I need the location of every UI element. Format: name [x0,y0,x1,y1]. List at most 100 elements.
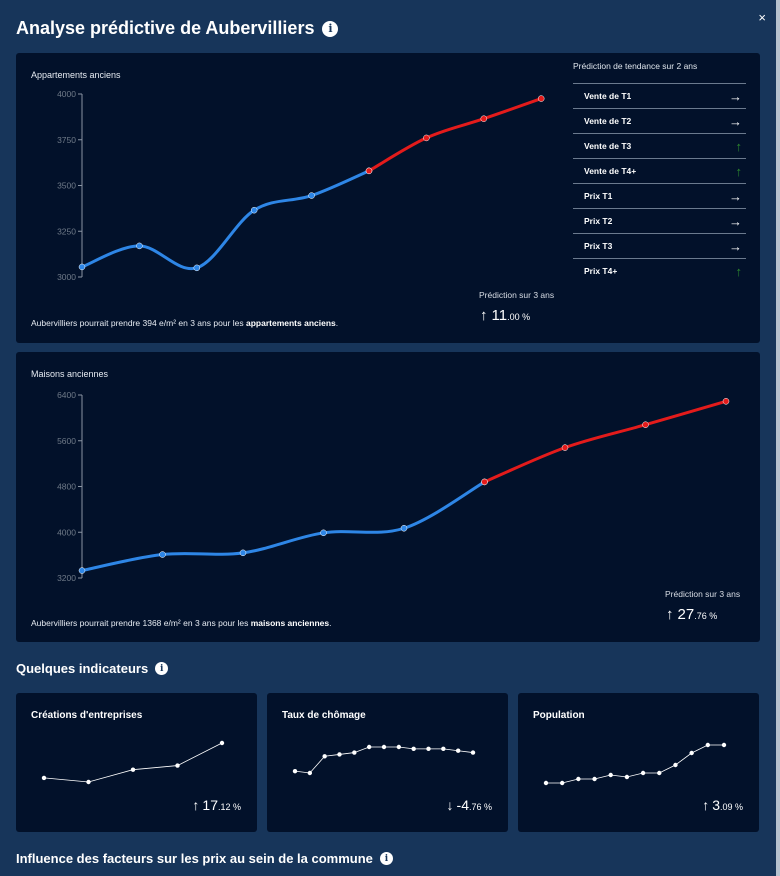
sparkline-point [381,744,387,750]
sparkline-point [543,780,549,786]
note-bold: maisons anciennes [250,618,330,628]
page-title-row: Analyse prédictive de Aubervilliers i [16,18,339,39]
prediction-int: 27 [677,606,695,623]
sparkline-point [130,767,136,772]
predicted-point [365,167,373,175]
sparkline-point [576,776,581,782]
card-value-int: 3 [712,797,720,813]
trend-row-label: Prix T1 [584,191,613,201]
y-tick-label: 6400 [57,390,76,400]
trend-row[interactable]: Prix T3 → [573,233,746,258]
scrollbar[interactable] [776,0,780,876]
historical-point [193,264,201,272]
info-icon[interactable]: i [379,852,393,865]
historical-point [136,242,143,250]
predicted-point [722,398,730,405]
predicted-series-line [368,97,542,173]
trend-heading: Prédiction de tendance sur 2 ans [573,61,698,71]
trend-row-label: Vente de T2 [584,116,632,126]
sparkline-point [86,779,91,785]
trend-row[interactable]: Vente de T1 → [573,83,746,108]
sparkline-point [292,768,298,774]
close-icon[interactable]: × [758,10,766,25]
sparkline [543,742,727,786]
y-tick-label: 4800 [57,482,76,492]
prediction-value: ↑ 11.00 % [480,307,530,324]
trend-row[interactable]: Prix T2 → [573,208,746,233]
trend-row-label: Vente de T1 [584,91,632,101]
historical-point [78,263,86,271]
arrow-up-icon: ↑ [192,797,200,813]
trend-row-label: Prix T2 [584,216,613,226]
chart-title: Maisons anciennes [31,369,109,379]
indicator-card-population: Population ↑ 3.09 % [518,693,759,832]
indicator-card-enterprises: Créations d'entreprises ↑ 17.12 % [16,693,257,832]
card-value-dec: .76 % [468,802,492,812]
y-tick-label: 3250 [57,226,76,236]
sparkline-point [657,770,662,776]
prediction-dec: .00 % [507,312,531,322]
arrow-right-icon: → [729,238,742,254]
apartments-chart: 3000 3250 3500 3750 4000 [57,89,545,282]
arrow-up-icon: ↑ [735,263,743,279]
sparkline-point [441,746,446,752]
card-value: ↑ 17.12 % [192,797,241,813]
sparkline-point [673,762,678,768]
y-tick-label: 5600 [57,436,76,446]
historical-series-line [81,480,486,573]
note-text: Aubervilliers pourrait prendre 1368 e/m²… [31,618,251,628]
sparkline-point [624,774,630,780]
trend-row[interactable]: Vente de T3 ↑ [573,133,746,158]
page-title: Analyse prédictive de Aubervilliers [16,18,315,38]
houses-panel: Maisons anciennes 3200 4000 4800 5600 6400 A… [16,352,760,642]
info-icon[interactable]: i [155,662,169,675]
y-tick-label: 3000 [57,272,76,282]
y-tick-label: 3200 [57,573,76,583]
sparkline-point [396,744,402,750]
sparkline-line [43,742,223,783]
trend-row-label: Prix T3 [584,241,613,251]
sparkline-point [219,740,225,746]
sparkline-point [592,776,597,782]
arrow-up-icon: ↑ [735,138,743,154]
note-bold: appartements anciens [245,318,336,328]
sparkline-point [426,746,431,752]
trend-row[interactable]: Prix T4+ ↑ [573,258,746,283]
prediction-dec: .76 % [694,611,718,621]
arrow-up-icon: ↑ [735,163,743,179]
historical-point [320,529,327,537]
sparkline [41,740,225,785]
trend-row[interactable]: Prix T1 → [573,183,746,208]
card-title: Population [533,710,585,721]
sparkline-point [41,775,47,781]
note-suffix: . [329,618,332,628]
historical-point [78,567,86,574]
trend-row-label: Vente de T3 [584,141,632,151]
indicators-title: Quelques indicateurs [16,661,149,676]
sparkline-point [470,750,476,755]
sparkline-point [411,746,416,752]
predicted-point [537,95,545,102]
predicted-point [480,115,488,122]
card-value: ↑ 3.09 % [702,797,743,813]
trend-row[interactable]: Vente de T4+ ↑ [573,158,746,183]
predicted-point [561,444,569,451]
sparkline-line [294,746,474,774]
info-icon[interactable]: i [322,20,339,37]
historical-point [250,206,258,214]
predicted-point [481,478,488,486]
card-value-dec: .09 % [719,802,743,812]
sparkline [292,744,476,776]
note-text: Aubervilliers pourrait prendre 394 e/m² … [31,318,246,328]
historical-point [308,192,315,199]
influence-title: Influence des facteurs sur les prix au s… [16,851,373,866]
trend-row[interactable]: Vente de T2 → [573,108,746,133]
sparkline-line [546,744,724,784]
arrow-up-icon: ↑ [480,307,488,324]
card-value-dec: .12 % [217,802,241,812]
apartments-panel: Appartements anciens 3000 3250 3500 3750 400… [16,53,760,343]
sparkline-point [366,744,372,750]
chart-title: Appartements anciens [31,70,121,80]
prediction-label: Prédiction sur 3 ans [665,589,741,599]
note-suffix: . [335,318,339,328]
